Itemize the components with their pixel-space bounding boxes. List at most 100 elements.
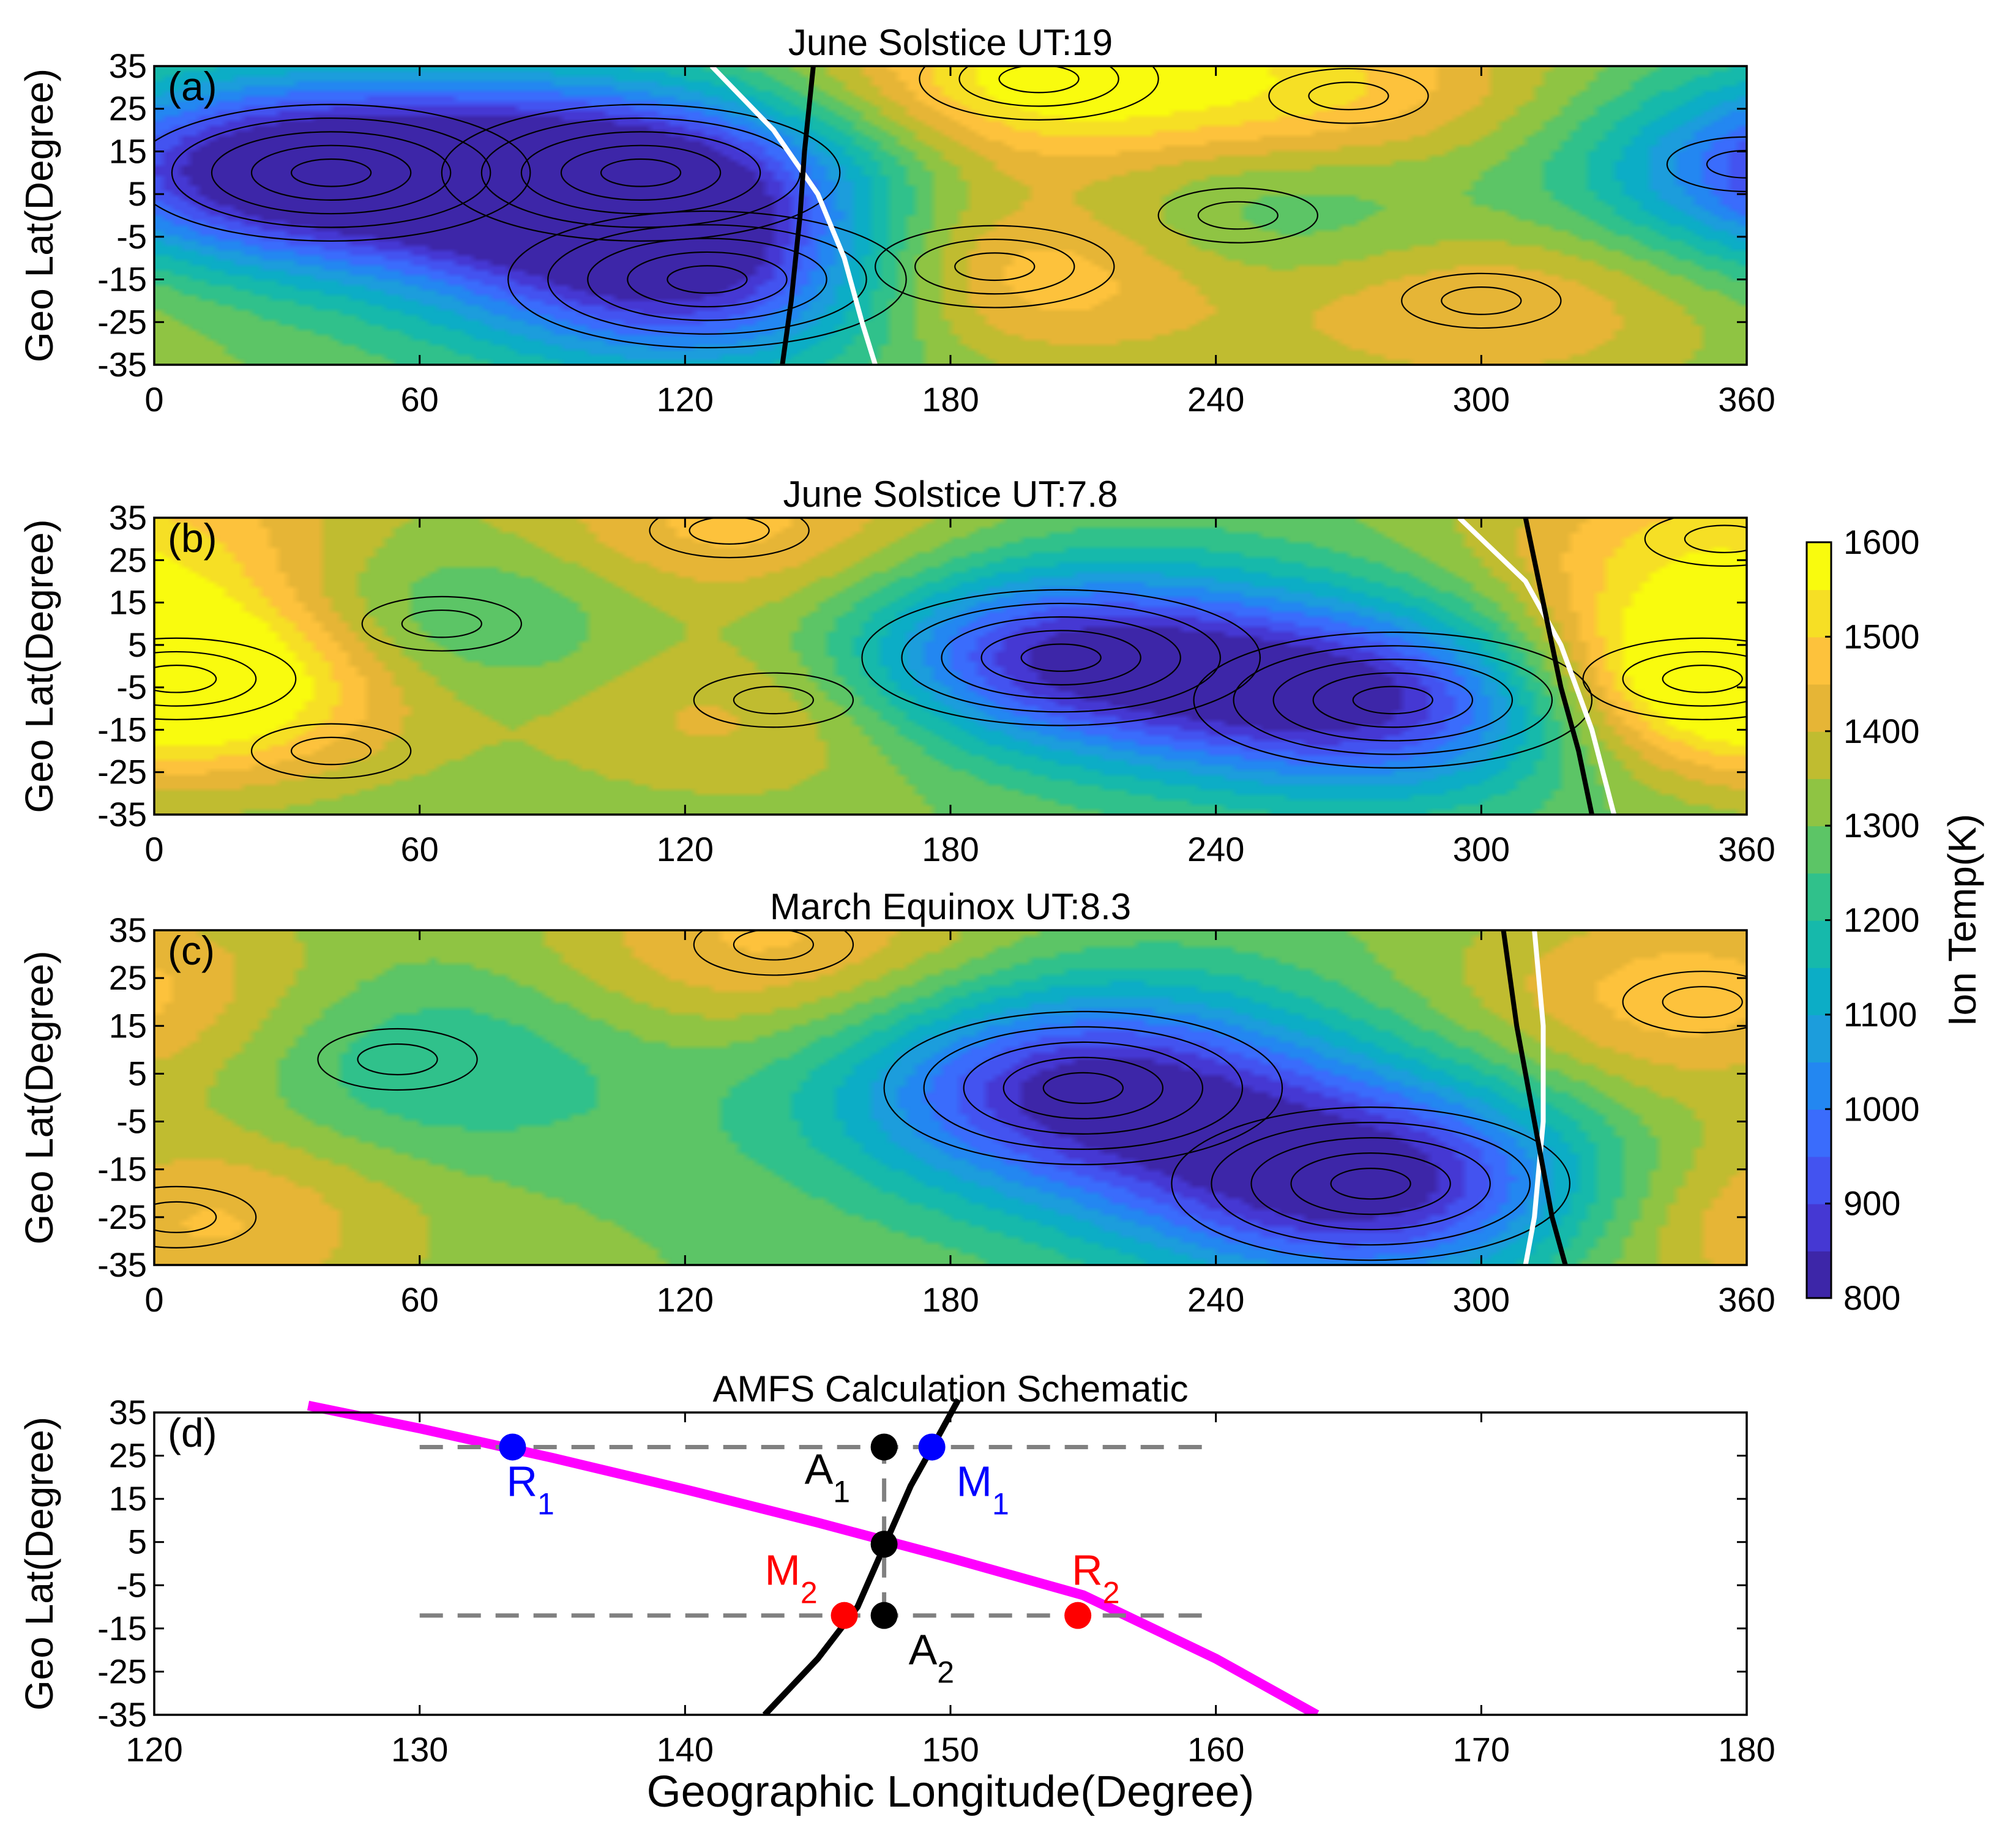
- contour-line: [1002, 1056, 1164, 1119]
- contour-lines: [154, 518, 1747, 779]
- contour-line: [1157, 187, 1319, 244]
- y-tick-label: -15: [97, 710, 147, 748]
- y-axis-label: Geo Lat(Degree): [17, 1417, 61, 1711]
- colorbar-swatch: [1807, 778, 1831, 827]
- contour-line: [627, 251, 788, 308]
- x-tick-label: 240: [1187, 830, 1244, 868]
- marker-point: [918, 1433, 946, 1461]
- panel-title: June Solstice UT:19: [788, 22, 1113, 63]
- y-tick-label: -25: [97, 1198, 147, 1236]
- y-tick-label: 35: [109, 498, 147, 537]
- marker-point: [499, 1433, 526, 1461]
- contour-line: [861, 589, 1261, 726]
- point-label-sub: 2: [937, 1655, 954, 1690]
- colorbar-swatch: [1807, 1203, 1831, 1252]
- colorbar-label: Ion Temp(K): [1940, 814, 1984, 1026]
- contour-line: [733, 685, 815, 715]
- contour-line: [211, 131, 452, 215]
- contour-line: [1622, 651, 1747, 707]
- colorbar-swatch: [1807, 873, 1831, 921]
- marker-point: [870, 1602, 898, 1629]
- y-tick-label: 15: [109, 132, 147, 170]
- y-tick-label: 5: [128, 174, 147, 213]
- colorbar: 800 900 1000 1100 1200 1300 1400 1500 1600 Ion Te…: [1805, 523, 1984, 1317]
- contour-line: [1020, 643, 1102, 672]
- y-tick-label: -25: [97, 753, 147, 791]
- contour-line: [875, 225, 1115, 308]
- point-label-sub: 1: [537, 1487, 554, 1521]
- colorbar-swatch: [1807, 1014, 1831, 1063]
- colorbar-tick-label: 1400: [1843, 712, 1920, 750]
- point-label-main: R: [506, 1457, 537, 1505]
- panel-label: (a): [168, 64, 217, 109]
- contour-line: [954, 252, 1036, 282]
- contour-line: [357, 1043, 438, 1076]
- colorbar-swatch: [1807, 589, 1831, 638]
- x-tick-label: 170: [1453, 1730, 1510, 1769]
- marker-point: [831, 1602, 858, 1629]
- x-tick-label: 180: [1718, 1730, 1775, 1769]
- colorbar-tick-label: 1000: [1843, 1089, 1920, 1128]
- y-tick-label: -5: [116, 1102, 147, 1141]
- contour-line: [520, 131, 761, 215]
- y-tick-label: 25: [109, 1436, 147, 1475]
- colorbar-swatch: [1807, 826, 1831, 874]
- x-tick-label: 160: [1187, 1730, 1244, 1769]
- contour-line: [154, 1185, 257, 1248]
- terminator-white-line: [709, 64, 878, 366]
- plot-frame: [153, 1411, 1748, 1716]
- series-magenta-curve: [307, 1400, 1320, 1715]
- colorbar-tick-label: 1500: [1843, 617, 1920, 655]
- colorbar-swatch: [1807, 1156, 1831, 1204]
- y-tick-label: -15: [97, 1150, 147, 1188]
- contour-line: [883, 1010, 1283, 1166]
- x-tick-label: 360: [1718, 1280, 1775, 1319]
- colorbar-tick-label: 1200: [1843, 901, 1920, 939]
- contour-line: [1042, 1072, 1124, 1104]
- x-tick-label: 130: [391, 1730, 448, 1769]
- point-label: M1: [957, 1457, 1009, 1521]
- terminator-black-line: [1501, 930, 1568, 1266]
- colorbar-swatch: [1807, 542, 1831, 591]
- y-tick-label: 25: [109, 540, 147, 579]
- colorbar-tick-label: 800: [1843, 1278, 1900, 1317]
- contour-line: [901, 602, 1221, 713]
- point-label-main: R: [1072, 1547, 1103, 1594]
- plot-frame: [153, 929, 1748, 1266]
- contour-line: [693, 672, 854, 728]
- panel-title: AMFS Calculation Schematic: [713, 1368, 1189, 1409]
- contour-line: [1622, 971, 1747, 1034]
- contour-line: [1268, 68, 1429, 124]
- contour-line: [154, 665, 217, 693]
- contour-line: [1250, 1137, 1491, 1231]
- contour-line: [1441, 286, 1522, 315]
- x-tick-label: 0: [144, 380, 163, 419]
- point-label: R1: [506, 1457, 554, 1521]
- contour-line: [689, 518, 770, 545]
- x-tick-label: 300: [1453, 380, 1510, 419]
- y-tick-label: -35: [97, 1245, 147, 1284]
- contour-line: [154, 651, 257, 707]
- y-tick-label: 35: [109, 1393, 147, 1431]
- point-label-sub: 1: [992, 1487, 1009, 1521]
- x-tick-label: 240: [1187, 1280, 1244, 1319]
- colorbar-swatch: [1807, 1109, 1831, 1157]
- terminator-white-line: [1523, 930, 1546, 1266]
- y-tick-label: 35: [109, 47, 147, 85]
- contour-line: [1193, 631, 1593, 769]
- y-tick-label: 25: [109, 89, 147, 128]
- y-axis-label: Geo Lat(Degree): [17, 69, 61, 362]
- point-label-sub: 1: [833, 1474, 850, 1509]
- x-tick-label: 120: [657, 380, 714, 419]
- point-label-main: M: [765, 1547, 801, 1594]
- x-axis-label: Geographic Longitude(Degree): [647, 1767, 1255, 1816]
- contour-line: [1582, 637, 1747, 720]
- contour-line: [693, 930, 854, 976]
- y-tick-label: -35: [97, 795, 147, 834]
- point-label: R2: [1072, 1547, 1119, 1610]
- contour-line: [1272, 659, 1514, 742]
- y-tick-label: 35: [109, 911, 147, 949]
- contour-line: [587, 237, 827, 321]
- colorbar-swatch: [1807, 967, 1831, 1015]
